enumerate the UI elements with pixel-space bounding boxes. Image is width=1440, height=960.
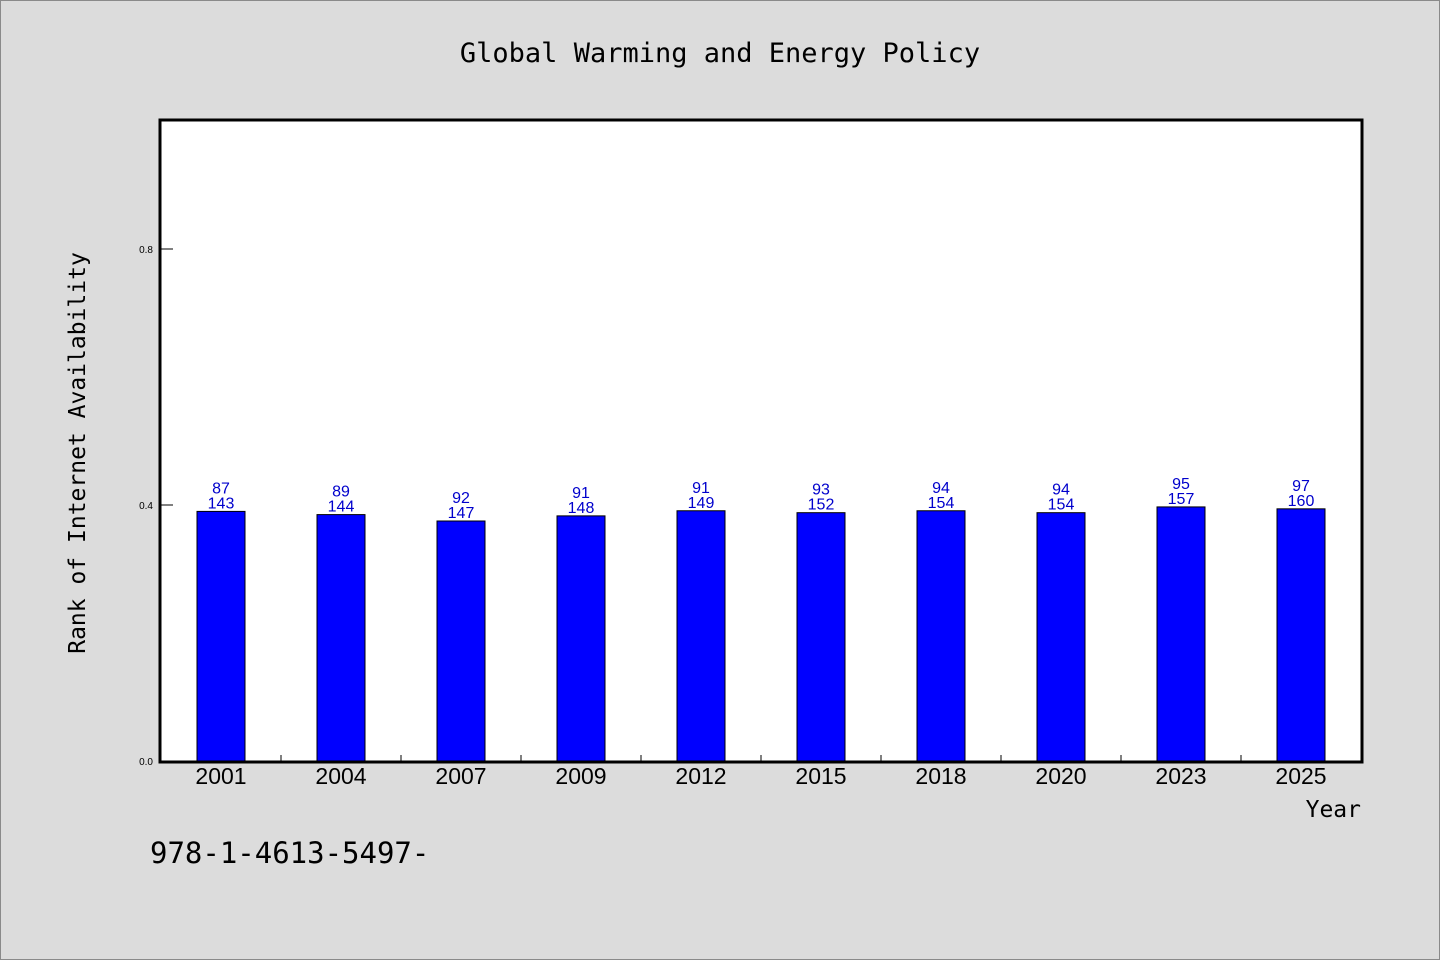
y-tick-label: 0.0 bbox=[139, 757, 153, 768]
footnote-text: 978-1-4613-5497- bbox=[150, 836, 429, 870]
x-tick-label: 2015 bbox=[795, 763, 846, 789]
x-tick-label: 2023 bbox=[1155, 763, 1206, 789]
x-tick-label: 2025 bbox=[1275, 763, 1326, 789]
x-axis: 2001 2004 2007 2009 2012 2015 2018 2020 2023 2025 bbox=[195, 755, 1327, 789]
bar bbox=[316, 514, 366, 762]
data-label-upper: 91 bbox=[572, 485, 590, 502]
data-label-lower: 157 bbox=[1168, 491, 1195, 508]
data-label-upper: 91 bbox=[692, 480, 710, 497]
bar-series bbox=[196, 506, 1326, 762]
data-label-upper: 95 bbox=[1172, 476, 1190, 493]
bar bbox=[556, 515, 606, 762]
data-label-lower: 154 bbox=[928, 495, 955, 512]
data-label-upper: 89 bbox=[332, 484, 350, 501]
data-label-lower: 152 bbox=[808, 497, 835, 514]
data-label-lower: 144 bbox=[328, 499, 355, 516]
data-label-lower: 147 bbox=[448, 505, 475, 522]
bar bbox=[1276, 508, 1326, 762]
data-label-lower: 148 bbox=[568, 500, 595, 517]
x-tick-label: 2001 bbox=[195, 763, 246, 789]
data-label-upper: 94 bbox=[1052, 482, 1070, 499]
x-tick-label: 2018 bbox=[915, 763, 966, 789]
x-tick-label: 2004 bbox=[315, 763, 366, 789]
data-label-upper: 97 bbox=[1292, 478, 1310, 495]
data-label-upper: 92 bbox=[452, 490, 470, 507]
bar bbox=[196, 510, 246, 762]
data-label-lower: 154 bbox=[1048, 497, 1075, 514]
data-label-upper: 87 bbox=[212, 480, 230, 497]
bar bbox=[916, 510, 966, 762]
bar bbox=[436, 520, 486, 762]
x-tick-label: 2012 bbox=[675, 763, 726, 789]
data-label-upper: 94 bbox=[932, 480, 950, 497]
x-tick-label: 2020 bbox=[1035, 763, 1086, 789]
data-label-upper: 93 bbox=[812, 482, 830, 499]
data-label-lower: 149 bbox=[688, 495, 715, 512]
y-tick-label: 0.8 bbox=[139, 245, 153, 256]
x-axis-label: Year bbox=[1306, 797, 1361, 823]
y-tick-label: 0.4 bbox=[139, 501, 153, 512]
chart-title: Global Warming and Energy Policy bbox=[460, 38, 980, 69]
bar bbox=[1156, 506, 1206, 762]
x-tick-label: 2007 bbox=[435, 763, 486, 789]
bar bbox=[1036, 512, 1086, 762]
data-label-lower: 143 bbox=[208, 495, 235, 512]
data-labels: 8714389144921479114891149931529415494154… bbox=[208, 476, 1315, 522]
bar bbox=[796, 512, 846, 762]
y-axis: 0.0 0.4 0.8 bbox=[139, 245, 173, 768]
data-label-lower: 160 bbox=[1288, 493, 1315, 510]
y-axis-label: Rank of Internet Availability bbox=[65, 252, 91, 654]
x-tick-label: 2009 bbox=[555, 763, 606, 789]
bar bbox=[676, 510, 726, 762]
